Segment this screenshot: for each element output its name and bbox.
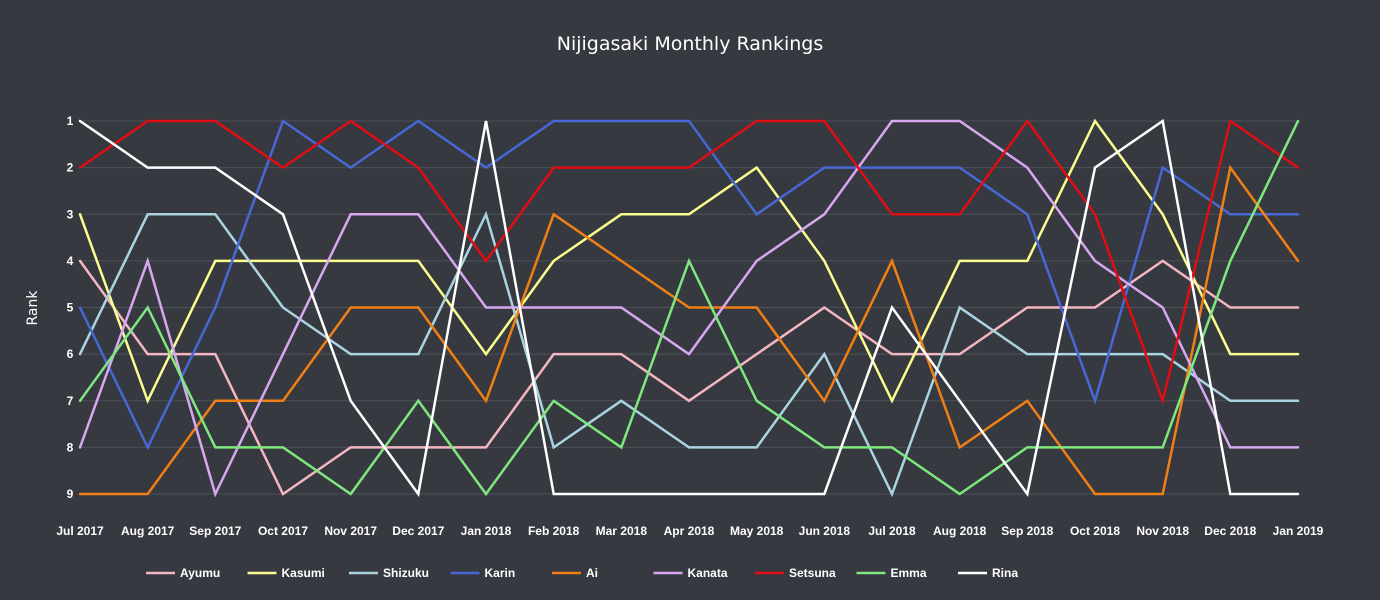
series-lines xyxy=(78,118,1300,498)
legend-label: Setsuna xyxy=(789,566,836,580)
x-tick-label: Jun 2018 xyxy=(799,524,851,538)
series-line-emma xyxy=(78,119,1300,497)
legend: Ayumu Kasumi Shizuku Karin Ai Kanata Setsuna Em… xyxy=(146,566,1018,580)
series-line-shizuku xyxy=(78,210,1300,498)
legend-label: Kasumi xyxy=(282,566,325,580)
y-tick-label: 2 xyxy=(67,161,74,175)
x-tick-label: Dec 2017 xyxy=(392,524,444,538)
series-line-ayumu xyxy=(78,259,1300,496)
series-line-rina xyxy=(78,118,1300,498)
legend-item-kanata: Kanata xyxy=(653,566,728,580)
x-tick-label: Aug 2018 xyxy=(933,524,987,538)
y-tick-labels: 1 2 3 4 5 6 7 8 9 xyxy=(67,114,74,501)
series-line-kasumi xyxy=(78,118,1300,405)
y-tick-label: 1 xyxy=(67,114,74,128)
x-tick-label: Jul 2018 xyxy=(868,524,916,538)
legend-item-emma: Emma xyxy=(856,566,927,580)
legend-label: Shizuku xyxy=(383,566,429,580)
y-tick-label: 3 xyxy=(67,207,74,221)
x-tick-label: Oct 2017 xyxy=(258,524,308,538)
x-tick-label: Feb 2018 xyxy=(528,524,580,538)
series-line-setsuna xyxy=(78,118,1300,406)
x-tick-label: Mar 2018 xyxy=(596,524,648,538)
y-tick-label: 5 xyxy=(67,301,74,315)
x-tick-label: Nov 2018 xyxy=(1136,524,1189,538)
series-line-ai xyxy=(78,164,1300,496)
legend-label: Emma xyxy=(891,566,927,580)
legend-item-ai: Ai xyxy=(552,566,598,580)
x-tick-label: Sep 2017 xyxy=(189,524,241,538)
legend-label: Kanata xyxy=(688,566,728,580)
x-tick-label: Apr 2018 xyxy=(664,524,715,538)
legend-label: Rina xyxy=(992,566,1018,580)
x-tick-label: Jul 2017 xyxy=(56,524,104,538)
x-tick-label: Jan 2018 xyxy=(461,524,512,538)
series-line-kanata xyxy=(78,119,1300,498)
legend-item-kasumi: Kasumi xyxy=(247,566,325,580)
x-tick-label: Oct 2018 xyxy=(1070,524,1120,538)
legend-label: Karin xyxy=(485,566,516,580)
x-tick-label: Aug 2017 xyxy=(121,524,175,538)
y-axis-label: Rank xyxy=(25,290,41,326)
y-tick-label: 4 xyxy=(67,254,74,268)
series-line-karin xyxy=(78,119,1300,451)
y-tick-label: 8 xyxy=(67,440,74,454)
x-tick-labels: Jul 2017 Aug 2017 Sep 2017 Oct 2017 Nov 2017… xyxy=(56,524,1323,538)
y-tick-label: 9 xyxy=(67,487,74,501)
legend-label: Ayumu xyxy=(180,566,220,580)
legend-item-setsuna: Setsuna xyxy=(755,566,836,580)
legend-item-shizuku: Shizuku xyxy=(349,566,429,580)
chart-title: Nijigasaki Monthly Rankings xyxy=(557,33,823,55)
legend-item-rina: Rina xyxy=(958,566,1018,580)
y-tick-label: 6 xyxy=(67,347,74,361)
x-tick-label: Dec 2018 xyxy=(1204,524,1256,538)
legend-label: Ai xyxy=(586,566,598,580)
y-tick-label: 7 xyxy=(67,394,74,408)
x-tick-label: Sep 2018 xyxy=(1001,524,1053,538)
x-tick-label: Nov 2017 xyxy=(324,524,377,538)
x-tick-label: Jan 2019 xyxy=(1273,524,1324,538)
x-tick-label: May 2018 xyxy=(730,524,784,538)
legend-item-karin: Karin xyxy=(450,566,516,580)
legend-item-ayumu: Ayumu xyxy=(146,566,220,580)
